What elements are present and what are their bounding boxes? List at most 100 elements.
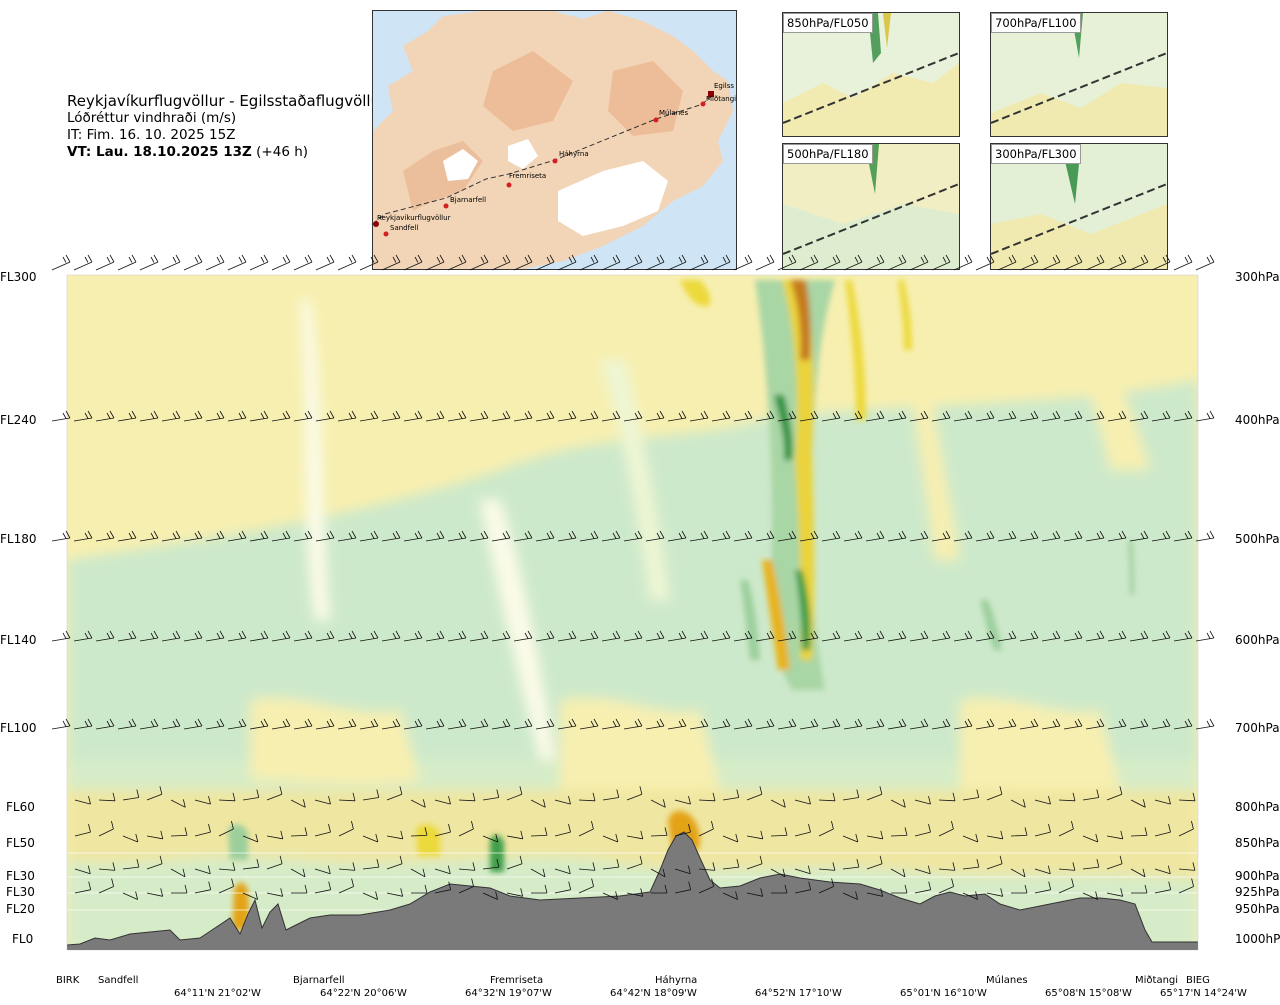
wind-barb xyxy=(1085,530,1105,542)
wind-barb xyxy=(1154,881,1172,894)
wind-barb xyxy=(975,630,995,642)
wind-barb xyxy=(986,888,1004,897)
wind-barb xyxy=(205,630,225,642)
wind-barb xyxy=(1010,799,1026,808)
wind-barb xyxy=(161,718,181,730)
wind-barb xyxy=(579,254,599,271)
wind-barb xyxy=(1173,254,1193,271)
wind-barb xyxy=(425,254,445,271)
x-station-bjarnarfell: Bjarnarfell xyxy=(293,975,345,986)
wind-barb xyxy=(74,881,92,894)
wind-barb xyxy=(205,254,225,271)
wind-barb xyxy=(722,859,740,870)
wind-barb xyxy=(931,718,951,730)
wind-barb xyxy=(755,410,775,422)
wind-barb xyxy=(218,792,236,802)
wind-barb xyxy=(821,530,841,542)
wind-barb xyxy=(98,792,116,802)
wind-barb xyxy=(205,530,225,542)
wind-barb xyxy=(74,796,91,805)
wind-barb xyxy=(746,786,763,801)
wind-barb xyxy=(1106,786,1123,801)
wind-barb xyxy=(381,254,401,271)
wind-barb xyxy=(962,859,980,870)
wind-barb xyxy=(733,410,753,422)
wind-barb xyxy=(531,884,548,894)
wind-barb xyxy=(183,410,203,422)
x-station-hahyrna: Háhyrna xyxy=(655,975,698,986)
wind-barb xyxy=(491,630,511,642)
wind-barb xyxy=(171,884,188,894)
wind-barb xyxy=(359,630,379,642)
level-label-600hpa: 600hPa xyxy=(1235,633,1280,647)
wind-barb xyxy=(909,410,929,422)
wind-barb xyxy=(975,718,995,730)
level-label-950hpa: 950hPa xyxy=(1235,902,1280,916)
wind-barb xyxy=(1129,718,1149,730)
wind-barb xyxy=(914,881,932,894)
wind-barb xyxy=(122,891,138,900)
wind-barb xyxy=(170,799,186,808)
wind-barb xyxy=(458,820,474,837)
wind-barb xyxy=(1151,410,1171,422)
wind-barb xyxy=(194,881,212,894)
wind-barb xyxy=(337,530,357,542)
wind-barb xyxy=(953,410,973,422)
wind-barb xyxy=(674,796,691,805)
level-label-300hpa: 300hPa xyxy=(1235,270,1280,284)
valid-time: VT: Lau. 18.10.2025 13Z (+46 h) xyxy=(67,144,386,161)
wind-barb xyxy=(139,630,159,642)
wind-barb xyxy=(469,254,489,271)
route-map-svg: Reykjavíkurflugvöllur Sandfell Bjarnarfe… xyxy=(373,11,736,269)
wind-barb xyxy=(698,792,716,802)
wind-barb xyxy=(314,824,331,837)
wind-barb xyxy=(746,830,764,840)
wind-barb xyxy=(554,824,571,837)
pressure-level-barbs xyxy=(51,254,1215,730)
wind-barb xyxy=(1085,410,1105,422)
wind-barb xyxy=(821,718,841,730)
wind-barb xyxy=(1106,855,1123,870)
wind-barb xyxy=(249,718,269,730)
wind-barb xyxy=(909,530,929,542)
wind-barb xyxy=(986,830,1004,840)
wind-barb xyxy=(338,878,354,894)
wind-barb xyxy=(161,410,181,422)
wind-barb xyxy=(1041,718,1061,730)
level-label-fl30b: FL30 xyxy=(6,885,35,899)
wind-barb xyxy=(1106,830,1124,840)
wind-barb xyxy=(711,630,731,642)
wind-barb xyxy=(447,630,467,642)
wind-barb xyxy=(315,530,335,542)
wind-barb xyxy=(1019,410,1039,422)
wind-barb xyxy=(513,530,533,542)
wind-barb xyxy=(602,859,620,870)
wind-barb xyxy=(1173,530,1193,542)
wind-barb xyxy=(491,254,511,271)
wind-barb xyxy=(623,410,643,422)
map-label-mulanes: Múlanes xyxy=(659,109,688,117)
x-coord-3: 64°42'N 18°09'W xyxy=(610,988,697,999)
wind-barb xyxy=(249,530,269,542)
wind-barb xyxy=(1107,630,1127,642)
route-map: Reykjavíkurflugvöllur Sandfell Bjarnarfe… xyxy=(372,10,737,270)
wind-barb xyxy=(602,833,619,843)
wind-barb xyxy=(975,410,995,422)
wind-barb xyxy=(403,530,423,542)
wind-barb xyxy=(403,254,423,271)
wind-barb xyxy=(95,254,115,271)
wind-barb xyxy=(842,859,860,870)
wind-barb xyxy=(491,718,511,730)
wind-barb xyxy=(73,718,93,730)
wind-barb xyxy=(293,254,313,271)
wind-barb xyxy=(513,630,533,642)
x-station-sandfell: Sandfell xyxy=(98,975,139,986)
wind-barb xyxy=(799,718,819,730)
wind-barb xyxy=(623,718,643,730)
wind-barb xyxy=(117,630,137,642)
wind-barb xyxy=(1107,410,1127,422)
inset-300hpa-svg xyxy=(991,144,1167,269)
wind-barb xyxy=(645,254,665,271)
wind-barb xyxy=(315,254,335,271)
wind-barb xyxy=(271,254,291,271)
